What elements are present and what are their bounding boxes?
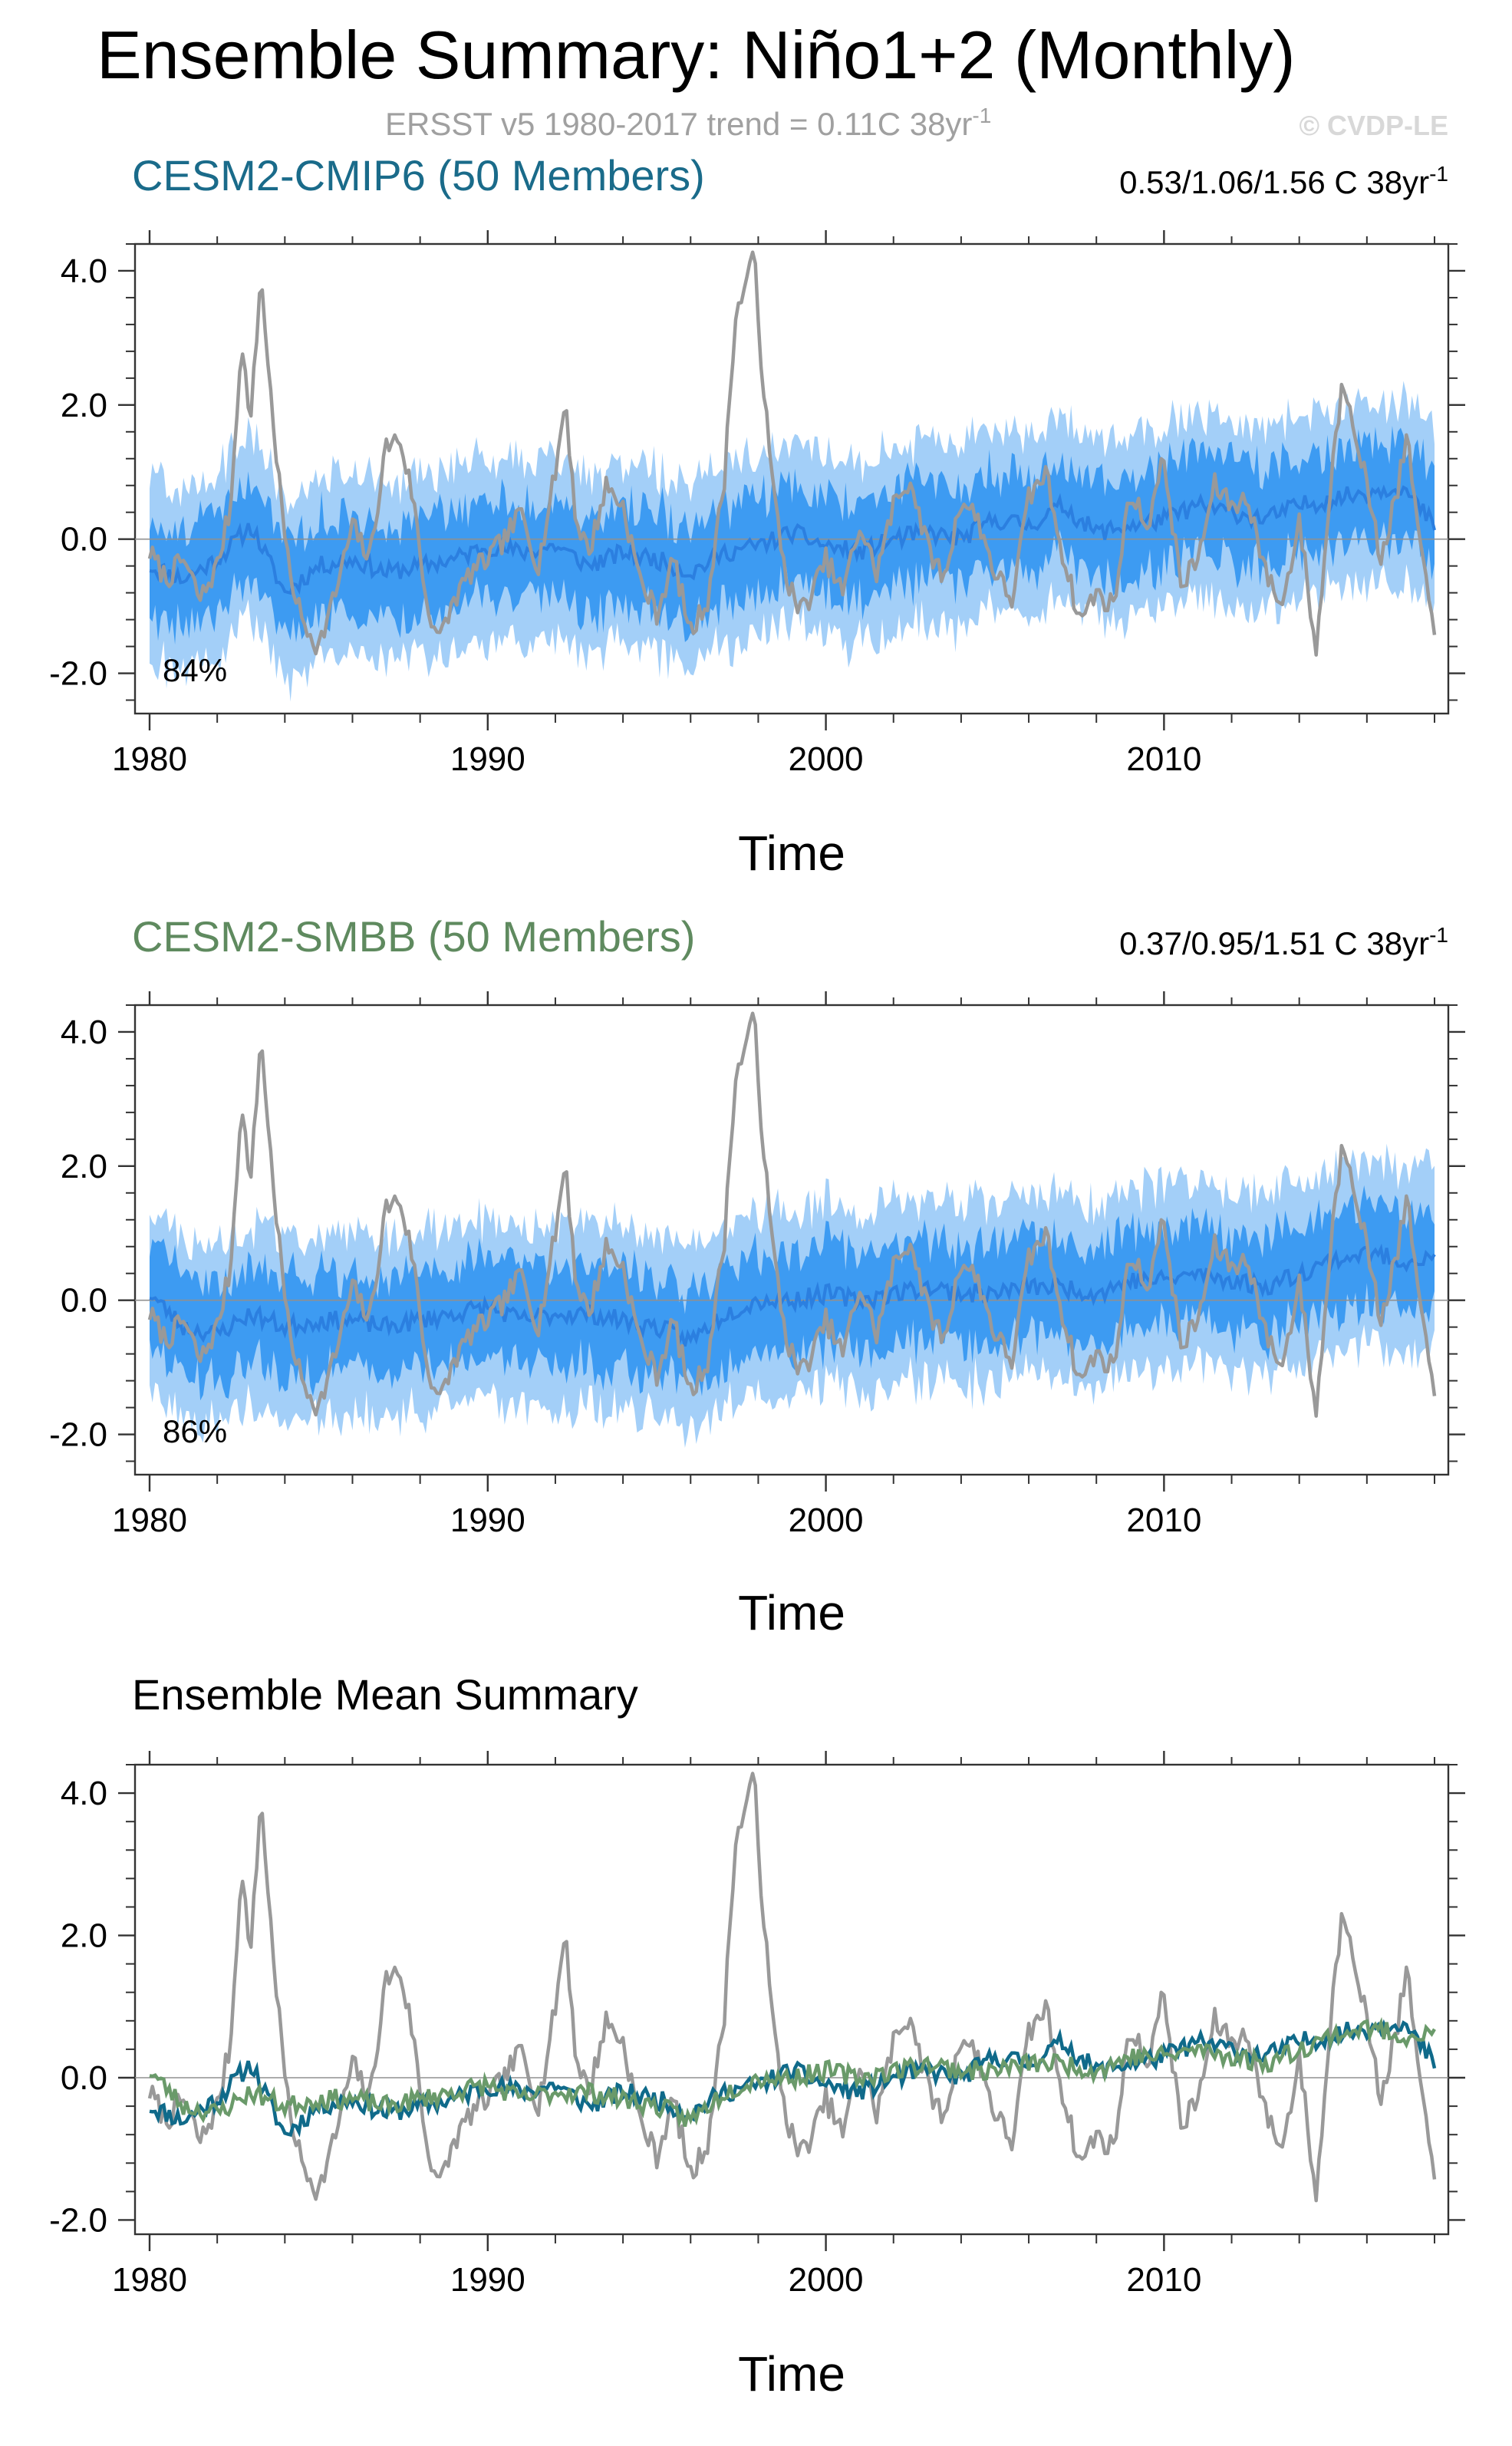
- x-axis-label: Time: [738, 1585, 845, 1640]
- plot-frame: [133, 242, 1450, 715]
- x-tick-label: 2000: [789, 2261, 864, 2299]
- y-tick-label: 0.0: [61, 2059, 107, 2097]
- panel-ensemble-mean-summary: Ensemble Mean Summary 1980 1990 2000 2010 4.…: [49, 1670, 1465, 2401]
- x-tick-label: 1980: [112, 1502, 187, 1539]
- observed-line: [147, 250, 1437, 657]
- x-tick-label: 2010: [1126, 740, 1201, 778]
- y-tick-label: 2.0: [61, 1917, 107, 1955]
- y-tick-label: -2.0: [49, 655, 107, 693]
- y-tick-label: 4.0: [61, 1775, 107, 1812]
- trend-label-cesm2-cmip6: 0.53/1.06/1.56 C 38yr-1: [1119, 162, 1448, 200]
- y-tick-label: 4.0: [61, 252, 107, 290]
- x-axis-label: Time: [738, 2346, 845, 2401]
- x-tick-label: 1980: [112, 2261, 187, 2299]
- plot-content: [135, 1011, 1448, 1448]
- figure-title: Ensemble Summary: Niño1+2 (Monthly): [97, 17, 1296, 93]
- ensemble-mean-line: [149, 484, 1436, 595]
- cesm2-smbb-mean-line: [149, 2016, 1436, 2128]
- y-tick-label: 0.0: [61, 521, 107, 559]
- trend-superscript: -1: [1429, 923, 1448, 947]
- x-tick-label: 2000: [789, 1502, 864, 1539]
- plot-frame: [133, 1004, 1450, 1476]
- plot-frame: [133, 1763, 1450, 2236]
- axis-ticks: 1980 1990 2000 2010 4.0 2.0 0.0 -2.0: [49, 1751, 1465, 2299]
- y-tick-label: 4.0: [61, 1014, 107, 1051]
- trend-label-cesm2-smbb: 0.37/0.95/1.51 C 38yr-1: [1119, 923, 1448, 961]
- inner-spread-band: [150, 1185, 1435, 1401]
- subtitle-superscript: -1: [972, 104, 991, 127]
- x-axis-label: Time: [738, 826, 845, 881]
- x-tick-label: 2010: [1126, 2261, 1201, 2299]
- trend-text: 0.53/1.06/1.56 C 38yr: [1119, 164, 1429, 200]
- percent-label: 86%: [163, 1413, 227, 1449]
- ensemble-mean-line: [149, 1243, 1436, 1348]
- observed-line: [147, 1772, 1437, 2203]
- y-tick-label: 2.0: [61, 1148, 107, 1185]
- panel-title-ensemble-mean: Ensemble Mean Summary: [132, 1670, 638, 1719]
- y-tick-label: -2.0: [49, 1416, 107, 1454]
- percent-label: 84%: [163, 652, 227, 688]
- inner-spread-band: [150, 425, 1435, 645]
- panel-title-cesm2-smbb: CESM2-SMBB (50 Members): [132, 912, 695, 961]
- figure-subtitle: ERSST v5 1980-2017 trend = 0.11C 38yr-1: [385, 104, 991, 142]
- axis-ticks: 1980 1990 2000 2010 4.0 2.0 0.0 -2.0: [49, 991, 1465, 1539]
- x-tick-label: 1990: [450, 1502, 525, 1539]
- y-tick-label: 0.0: [61, 1282, 107, 1320]
- x-tick-label: 2000: [789, 740, 864, 778]
- credit-watermark: © CVDP-LE: [1299, 110, 1448, 141]
- x-tick-label: 1990: [450, 2261, 525, 2299]
- trend-text: 0.37/0.95/1.51 C 38yr: [1119, 925, 1429, 961]
- x-tick-label: 1980: [112, 740, 187, 778]
- axis-ticks: 1980 1990 2000 2010 4.0 2.0 0.0 -2.0: [49, 230, 1465, 778]
- x-tick-label: 1990: [450, 740, 525, 778]
- plot-content: [135, 1772, 1448, 2203]
- panel-title-cesm2-cmip6: CESM2-CMIP6 (50 Members): [132, 151, 705, 199]
- y-tick-label: -2.0: [49, 2201, 107, 2239]
- subtitle-text: ERSST v5 1980-2017 trend = 0.11C 38yr: [385, 106, 972, 142]
- trend-superscript: -1: [1429, 162, 1448, 186]
- plot-content: [135, 250, 1448, 702]
- x-tick-label: 2010: [1126, 1502, 1201, 1539]
- y-tick-label: 2.0: [61, 387, 107, 424]
- panel-cesm2-smbb: CESM2-SMBB (50 Members) 0.37/0.95/1.51 C…: [49, 912, 1465, 1640]
- observed-line: [147, 1011, 1437, 1418]
- panel-cesm2-cmip6: CESM2-CMIP6 (50 Members) 0.53/1.06/1.56 …: [49, 151, 1465, 881]
